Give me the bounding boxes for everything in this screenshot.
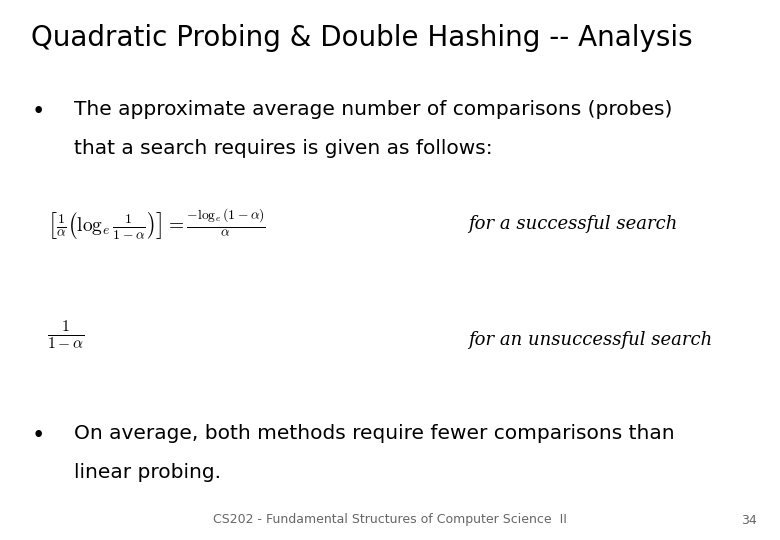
Text: •: • — [31, 424, 44, 447]
Text: for an unsuccessful search: for an unsuccessful search — [468, 331, 712, 349]
Text: Quadratic Probing & Double Hashing -- Analysis: Quadratic Probing & Double Hashing -- An… — [31, 24, 693, 52]
Text: $\left[\frac{1}{\alpha}\left(\log_e \frac{1}{1-\alpha}\right)\right] = \frac{-\l: $\left[\frac{1}{\alpha}\left(\log_e \fra… — [47, 206, 266, 242]
Text: 34: 34 — [741, 514, 757, 526]
Text: that a search requires is given as follows:: that a search requires is given as follo… — [74, 139, 493, 158]
Text: linear probing.: linear probing. — [74, 463, 221, 482]
Text: •: • — [31, 100, 44, 123]
Text: On average, both methods require fewer comparisons than: On average, both methods require fewer c… — [74, 424, 675, 443]
Text: $\frac{1}{1-\alpha}$: $\frac{1}{1-\alpha}$ — [47, 318, 84, 352]
Text: for a successful search: for a successful search — [468, 215, 677, 233]
Text: CS202 - Fundamental Structures of Computer Science  II: CS202 - Fundamental Structures of Comput… — [213, 514, 567, 526]
Text: The approximate average number of comparisons (probes): The approximate average number of compar… — [74, 100, 672, 119]
